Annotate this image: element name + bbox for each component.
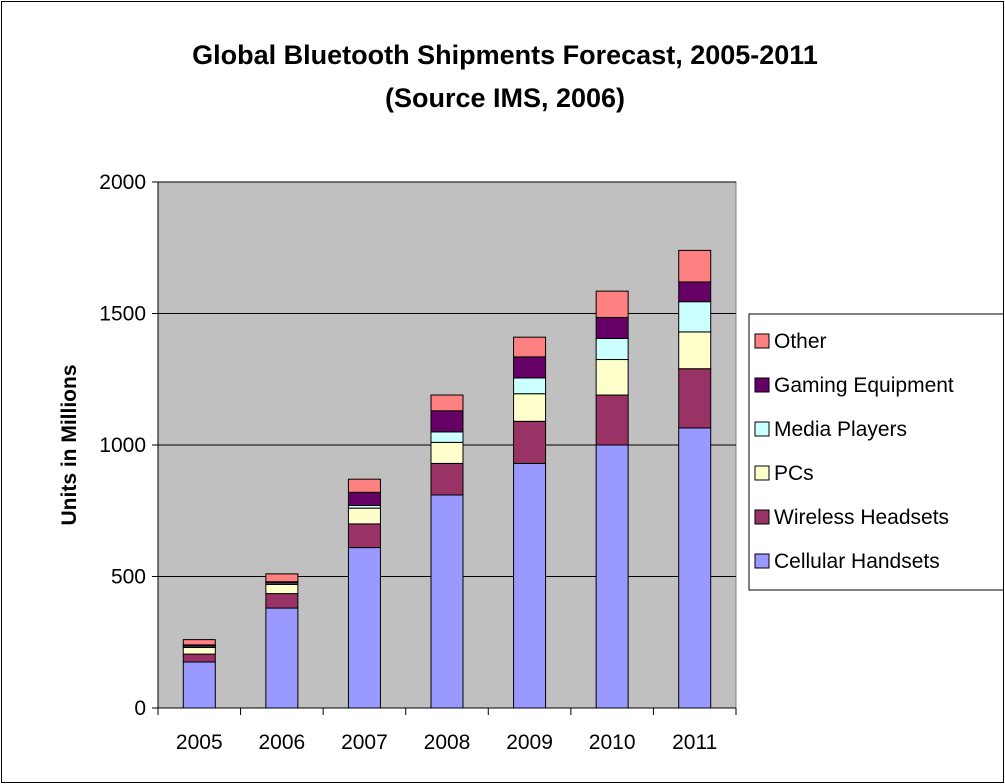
bar-segment bbox=[513, 462, 547, 709]
legend-swatch bbox=[754, 377, 770, 393]
bar-segment bbox=[182, 647, 216, 655]
bar-segment bbox=[678, 249, 712, 283]
legend-swatch bbox=[754, 333, 770, 349]
bar-segment bbox=[678, 281, 712, 303]
bar-segment bbox=[430, 494, 464, 709]
legend-swatch bbox=[754, 465, 770, 481]
legend-swatch bbox=[754, 421, 770, 437]
legend-swatch bbox=[754, 509, 770, 525]
bar-segment bbox=[595, 337, 629, 361]
bar-segment bbox=[265, 607, 299, 709]
bar-segment bbox=[678, 331, 712, 370]
legend-swatch bbox=[754, 553, 770, 569]
x-tick-label: 2009 bbox=[506, 731, 553, 754]
y-axis-label: Units in Millions bbox=[58, 365, 81, 526]
x-tick-label: 2006 bbox=[258, 731, 305, 754]
bar-segment bbox=[347, 478, 381, 493]
bar-segment bbox=[347, 491, 381, 506]
bar-segment bbox=[265, 583, 299, 595]
x-tick-label: 2005 bbox=[176, 731, 223, 754]
legend-box bbox=[748, 313, 1003, 591]
chart-subtitle: (Source IMS, 2006) bbox=[385, 83, 625, 113]
bar-segment bbox=[595, 394, 629, 446]
legend-label: PCs bbox=[774, 462, 814, 485]
y-tick-label: 1000 bbox=[99, 434, 146, 457]
bar-segment bbox=[678, 368, 712, 429]
bar-segment bbox=[430, 462, 464, 496]
bar-segment bbox=[430, 410, 464, 433]
x-tick-label: 2007 bbox=[341, 731, 388, 754]
x-tick-label: 2008 bbox=[424, 731, 471, 754]
bar-segment bbox=[595, 444, 629, 709]
bar-segment bbox=[265, 593, 299, 609]
bar-segment bbox=[430, 441, 464, 464]
legend: Other Gaming Equipment Media Players PCs Wir… bbox=[748, 313, 1003, 591]
bar-segment bbox=[678, 427, 712, 709]
legend-label: Gaming Equipment bbox=[774, 374, 954, 397]
bar-segment bbox=[678, 301, 712, 333]
legend-label: Media Players bbox=[774, 418, 907, 441]
bar-segment bbox=[513, 356, 547, 379]
legend-label: Other bbox=[774, 330, 827, 353]
x-tick-label: 2010 bbox=[589, 731, 636, 754]
legend-label: Cellular Handsets bbox=[774, 550, 940, 573]
y-tick-label: 2000 bbox=[99, 171, 146, 194]
bar-segment bbox=[595, 316, 629, 339]
bar-segment bbox=[513, 336, 547, 358]
plot-area: 0 500 1000 1500 2000 2005 2006 2007 2008 2009 2010… bbox=[99, 171, 737, 754]
bar-segment bbox=[265, 573, 299, 583]
chart-title: Global Bluetooth Shipments Forecast, 200… bbox=[192, 40, 818, 70]
bar-segment bbox=[513, 393, 547, 422]
bar-segment bbox=[595, 359, 629, 396]
x-tick-label: 2011 bbox=[672, 731, 717, 754]
bar-segment bbox=[430, 394, 464, 412]
legend-label: Wireless Headsets bbox=[774, 506, 949, 529]
bar-segment bbox=[182, 661, 216, 709]
y-tick-label: 500 bbox=[111, 566, 146, 589]
y-tick-label: 0 bbox=[134, 697, 146, 720]
bar-segment bbox=[182, 639, 216, 646]
bar-segment bbox=[513, 420, 547, 464]
bar-segment bbox=[430, 431, 464, 443]
y-tick-label: 1500 bbox=[99, 303, 146, 326]
bar-segment bbox=[347, 507, 381, 525]
bar-segment bbox=[347, 547, 381, 709]
bar-segment bbox=[513, 377, 547, 395]
bar-segment bbox=[182, 653, 216, 663]
bar-segment bbox=[347, 523, 381, 549]
bar-segment bbox=[595, 290, 629, 318]
